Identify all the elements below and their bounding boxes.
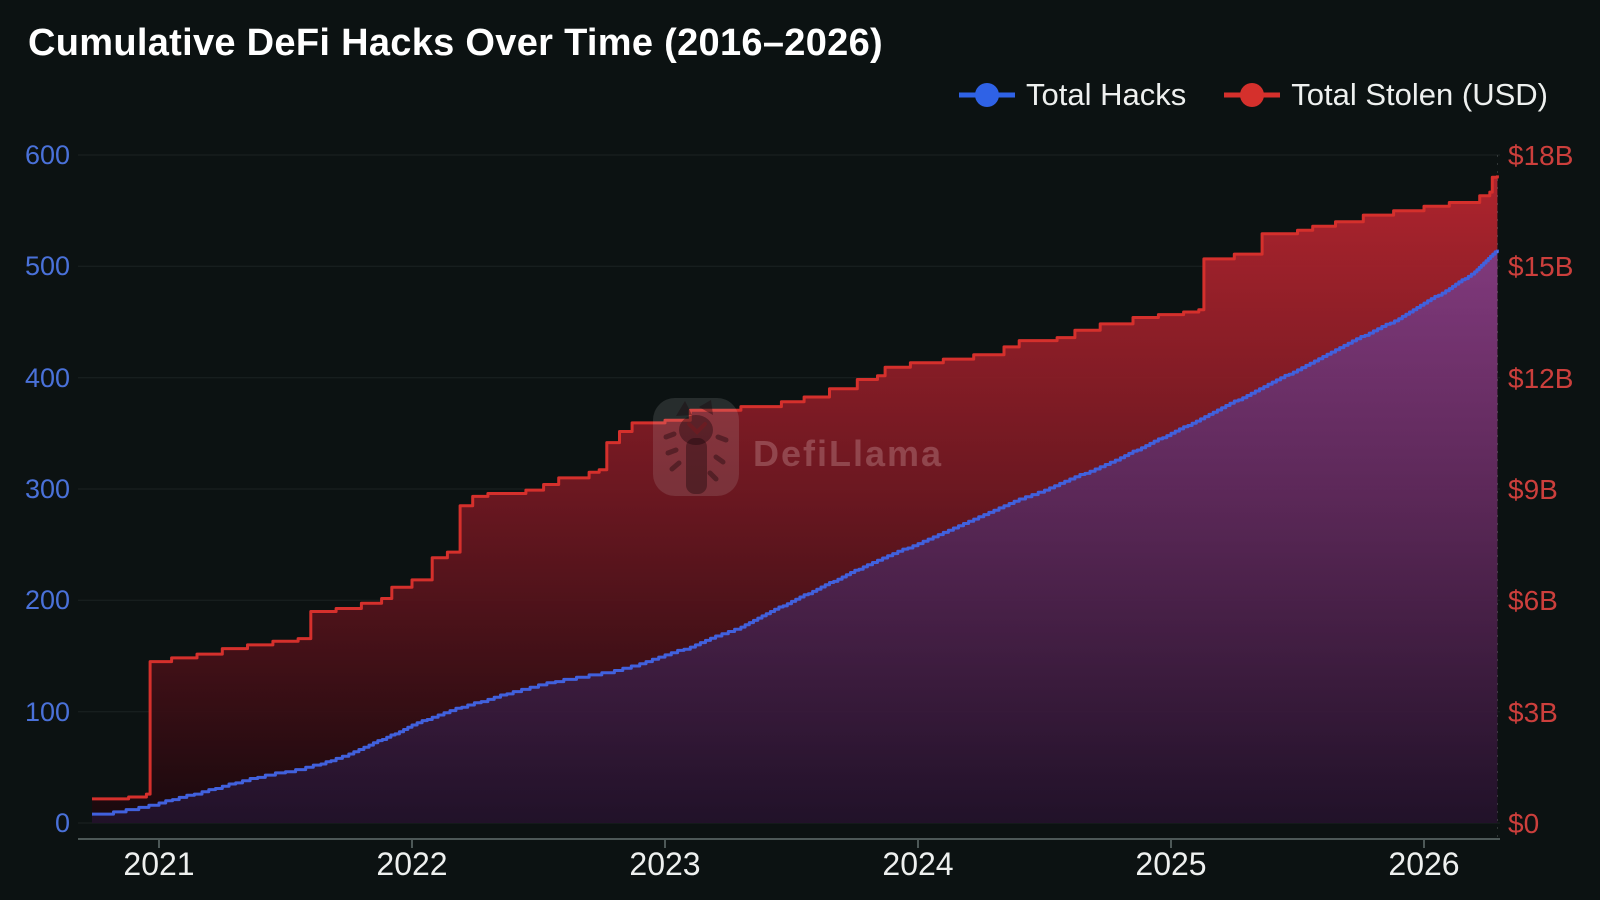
series-layer	[92, 175, 1499, 824]
total-stolen-legend-marker-icon	[1224, 82, 1281, 107]
page-title: Cumulative DeFi Hacks Over Time (2016–20…	[28, 22, 883, 64]
llama-face-chevron-icon	[687, 422, 707, 435]
legend: Total Hacks Total Stolen (USD)	[959, 79, 1548, 110]
x-axis-tick-2025: 2025	[1135, 846, 1207, 882]
y-axis-left-tick-100: 100	[24, 696, 70, 727]
y-axis-left-tick-200: 200	[24, 585, 70, 616]
y-axis-right-tick-$15B: $15B	[1508, 251, 1574, 283]
legend-item-total-stolen[interactable]: Total Stolen (USD)	[1224, 79, 1548, 110]
y-axis-left-tick-500: 500	[24, 251, 70, 282]
y-axis-right-tick-$3B: $3B	[1508, 696, 1558, 728]
total-hacks-legend-marker-icon	[959, 82, 1016, 107]
y-axis-right-tick-$18B: $18B	[1508, 140, 1574, 171]
y-axis-left-tick-0: 0	[54, 808, 70, 838]
watermark-text: DefiLlama	[753, 433, 943, 474]
x-axis-tick-2024: 2024	[882, 846, 954, 882]
x-axis-tick-2021: 2021	[123, 846, 195, 882]
y-axis-left-tick-400: 400	[24, 362, 70, 393]
y-axis-right-tick-$9B: $9B	[1508, 474, 1558, 505]
y-axis-right-tick-$6B: $6B	[1508, 585, 1558, 617]
x-axis	[78, 155, 1500, 848]
legend-label-total-hacks: Total Hacks	[1026, 77, 1187, 112]
legend-label-total-stolen: Total Stolen (USD)	[1291, 77, 1548, 112]
y-axis-left-tick-600: 600	[24, 140, 70, 170]
y-axis-right-tick-$0: $0	[1508, 808, 1540, 839]
plot-area[interactable]	[92, 155, 1498, 839]
y-axis-right-tick-$12B: $12B	[1508, 362, 1574, 394]
x-axis-tick-2023: 2023	[629, 846, 701, 882]
y-axis-left-tick-300: 300	[24, 474, 70, 504]
clock-tick-marks-icon	[663, 431, 729, 482]
defillama-logo-icon	[653, 398, 739, 496]
x-axis-tick-2022: 2022	[376, 846, 448, 882]
x-axis-tick-2026: 2026	[1388, 846, 1460, 882]
defillama-watermark: DefiLlama	[653, 398, 943, 496]
legend-item-total-hacks[interactable]: Total Hacks	[959, 79, 1186, 110]
